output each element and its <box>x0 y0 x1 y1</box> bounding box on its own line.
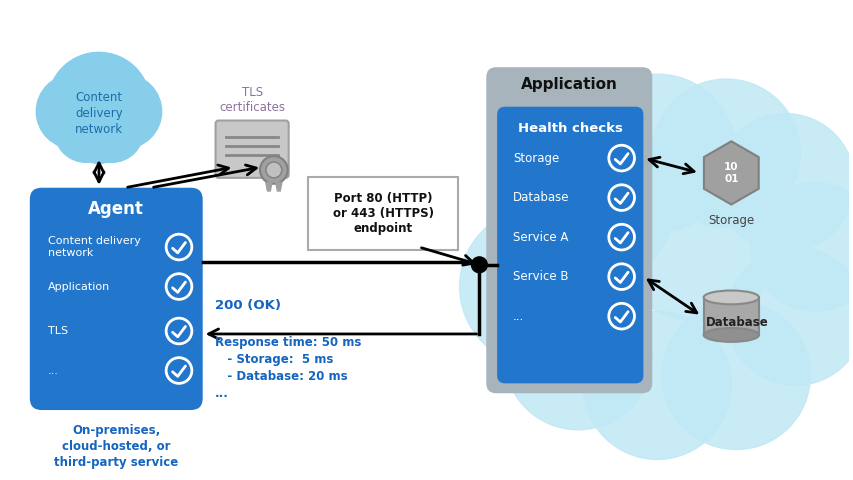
Text: Application: Application <box>48 282 110 291</box>
Circle shape <box>265 162 281 178</box>
Polygon shape <box>703 141 757 204</box>
Circle shape <box>612 153 780 321</box>
Text: Service A: Service A <box>513 230 567 244</box>
Text: Agent: Agent <box>88 201 144 218</box>
Text: 200 (OK): 200 (OK) <box>214 299 281 312</box>
Text: ...: ... <box>48 366 58 375</box>
FancyBboxPatch shape <box>308 177 457 250</box>
Circle shape <box>55 98 118 162</box>
Text: On-premises,
cloud-hosted, or
third-party service: On-premises, cloud-hosted, or third-part… <box>54 424 178 469</box>
Circle shape <box>583 311 730 459</box>
Circle shape <box>577 74 735 232</box>
Text: Content
delivery
network: Content delivery network <box>75 91 123 136</box>
Circle shape <box>498 108 676 287</box>
Text: Database: Database <box>705 316 768 329</box>
Text: Content delivery
network: Content delivery network <box>48 236 140 258</box>
Circle shape <box>487 146 629 288</box>
Text: Health checks: Health checks <box>517 122 622 135</box>
Circle shape <box>661 301 809 450</box>
FancyBboxPatch shape <box>215 120 288 178</box>
FancyBboxPatch shape <box>30 188 202 410</box>
Circle shape <box>80 98 143 162</box>
Text: Database: Database <box>513 191 569 204</box>
Text: 10
01: 10 01 <box>723 162 738 184</box>
Text: Port 80 (HTTP)
or 443 (HTTPS)
endpoint: Port 80 (HTTP) or 443 (HTTPS) endpoint <box>332 192 433 235</box>
Text: Service B: Service B <box>513 270 568 283</box>
FancyBboxPatch shape <box>485 67 652 393</box>
Circle shape <box>716 114 853 252</box>
Circle shape <box>69 104 129 163</box>
Circle shape <box>503 282 652 430</box>
Circle shape <box>36 74 110 148</box>
Text: ...: ... <box>513 310 524 323</box>
Polygon shape <box>264 182 273 192</box>
Text: Application: Application <box>520 77 617 93</box>
Text: Storage: Storage <box>707 215 753 228</box>
Circle shape <box>750 183 853 311</box>
Text: Response time: 50 ms
   - Storage:  5 ms
   - Database: 20 ms
...: Response time: 50 ms - Storage: 5 ms - D… <box>214 336 361 400</box>
Text: TLS
certificates: TLS certificates <box>219 86 285 114</box>
Circle shape <box>88 74 161 148</box>
Text: TLS: TLS <box>48 326 67 336</box>
Ellipse shape <box>703 290 758 304</box>
Circle shape <box>459 207 617 366</box>
Bar <box>703 298 758 335</box>
Circle shape <box>259 156 287 184</box>
Circle shape <box>652 79 799 227</box>
Circle shape <box>48 52 150 155</box>
FancyBboxPatch shape <box>496 107 642 384</box>
Polygon shape <box>275 182 282 192</box>
Circle shape <box>471 257 487 273</box>
Circle shape <box>726 247 853 385</box>
Text: Storage: Storage <box>513 152 559 165</box>
Ellipse shape <box>703 328 758 342</box>
